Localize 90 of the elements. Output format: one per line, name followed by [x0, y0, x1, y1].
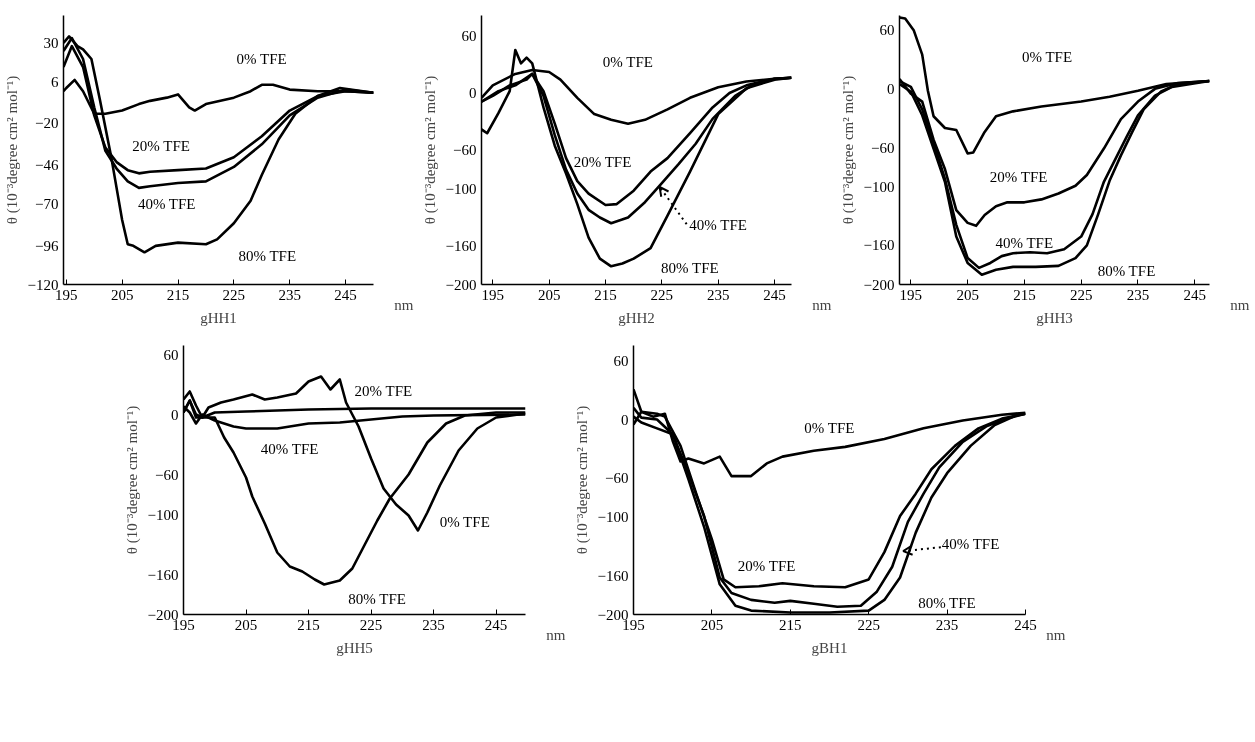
x-tick-label: 205 — [234, 616, 258, 633]
y-tick-label: −60 — [605, 470, 629, 487]
y-tick-label: 60 — [613, 353, 629, 370]
series-label: 20% TFE — [989, 168, 1048, 185]
y-tick-label: −60 — [871, 139, 895, 156]
x-tick-label: 245 — [763, 286, 786, 303]
y-axis-title: θ (10⁻³degree cm² mol⁻¹) — [839, 75, 857, 225]
y-tick-label: −60 — [453, 142, 477, 159]
y-tick-label: 0 — [171, 406, 179, 423]
text: 40% TFE — [689, 217, 747, 234]
x-axis-title: nm — [1230, 296, 1250, 313]
y-tick-label: 60 — [163, 346, 179, 363]
x-tick-label: 235 — [935, 616, 959, 633]
x-tick-label: 215 — [594, 286, 617, 303]
series-label: 40% TFE — [260, 440, 319, 457]
x-tick-label: 225 — [359, 616, 383, 633]
x-tick-label: 205 — [110, 286, 134, 303]
y-tick-label: −160 — [597, 567, 629, 584]
y-tick-label: −70 — [35, 195, 59, 212]
text: gHH2 — [618, 309, 655, 326]
y-axis-title: θ (10⁻³degree cm² mol⁻¹) — [3, 75, 21, 225]
legend-label: 40% TFE — [941, 536, 1000, 553]
text: gHH1 — [200, 309, 237, 326]
x-tick-label: 205 — [537, 286, 561, 303]
y-tick-label: −160 — [863, 237, 895, 254]
series-label: 20% TFE — [132, 137, 190, 154]
x-tick-label: 195 — [481, 286, 505, 303]
x-tick-label: 215 — [1013, 286, 1036, 303]
y-tick-label: 6 — [51, 73, 59, 90]
x-tick-label: 235 — [422, 616, 445, 633]
y-tick-label: −100 — [147, 506, 179, 523]
x-axis-title: nm — [812, 296, 832, 313]
x-tick-label: 225 — [1069, 286, 1093, 303]
y-tick-label: −160 — [147, 566, 179, 583]
x-tick-label: 225 — [222, 286, 246, 303]
x-tick-label: 205 — [956, 286, 979, 303]
series-label: 80% TFE — [238, 247, 297, 264]
text: gHH5 — [336, 639, 373, 656]
x-tick-label: 235 — [706, 286, 730, 303]
series-label: 20% TFE — [737, 557, 796, 574]
y-tick-label: 60 — [879, 22, 895, 39]
text: 0% TFE — [602, 54, 653, 71]
y-tick-label: −46 — [35, 157, 59, 174]
x-axis-title: nm — [546, 626, 566, 643]
series-label: 0% TFE — [804, 420, 855, 437]
x-tick-label: 225 — [857, 616, 880, 633]
x-tick-label: 245 — [334, 286, 357, 303]
series-label: 40% TFE — [995, 235, 1054, 252]
x-tick-label: 235 — [1126, 286, 1150, 303]
series-label: 20% TFE — [354, 382, 413, 399]
x-axis-title: nm — [1046, 626, 1066, 643]
y-tick-label: −160 — [445, 238, 477, 255]
series-label: 80% TFE — [661, 260, 719, 277]
series-label: 80% TFE — [918, 594, 976, 611]
series-label: 80% TFE — [1097, 262, 1156, 279]
series-label: 0% TFE — [439, 513, 490, 530]
y-tick-label: 0 — [621, 411, 629, 428]
y-tick-label: 0 — [887, 80, 895, 97]
series-label: 20% TFE — [573, 153, 632, 170]
y-tick-label: 30 — [43, 34, 59, 51]
y-axis-title: θ (10⁻³degree cm² mol⁻¹) — [421, 75, 439, 225]
y-tick-label: −20 — [35, 115, 59, 132]
text: gBH1 — [811, 639, 848, 656]
y-axis-title: θ (10⁻³degree cm² mol⁻¹) — [123, 405, 141, 555]
x-tick-label: 215 — [297, 616, 320, 633]
series-label: 80% TFE — [348, 590, 407, 607]
y-tick-label: −100 — [597, 509, 629, 526]
x-tick-label: 215 — [779, 616, 802, 633]
y-axis-title: θ (10⁻³degree cm² mol⁻¹) — [573, 405, 591, 555]
series-label: 40% TFE — [137, 195, 196, 212]
y-tick-label: −100 — [445, 180, 477, 197]
y-tick-label: −200 — [445, 276, 477, 293]
x-axis-title: nm — [394, 296, 414, 313]
y-tick-label: 60 — [461, 27, 477, 44]
text: 0% TFE — [1021, 48, 1073, 65]
x-tick-label: 215 — [166, 286, 190, 303]
x-tick-label: 195 — [899, 286, 923, 303]
y-tick-label: 0 — [469, 85, 477, 102]
y-tick-label: −96 — [35, 237, 59, 254]
x-tick-label: 205 — [700, 616, 724, 633]
y-tick-label: −200 — [863, 276, 895, 293]
x-tick-label: 225 — [650, 286, 674, 303]
x-tick-label: 245 — [484, 616, 508, 633]
x-tick-label: 245 — [1183, 286, 1206, 303]
series-label: 0% TFE — [236, 50, 287, 67]
y-tick-label: −100 — [863, 178, 895, 195]
y-tick-label: −60 — [155, 466, 179, 483]
x-tick-label: 245 — [1014, 616, 1037, 633]
text: gHH3 — [1036, 309, 1073, 326]
x-tick-label: 235 — [278, 286, 301, 303]
